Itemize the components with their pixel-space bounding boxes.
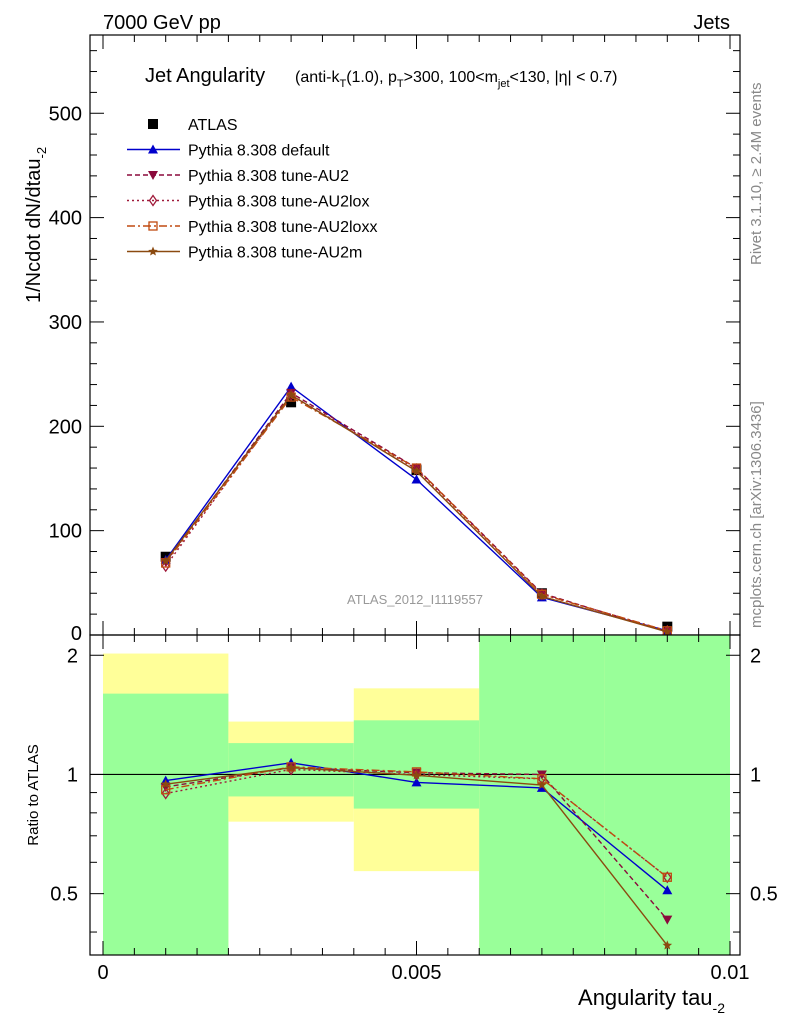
- legend: ATLAS Pythia 8.308 default Pythia 8.308 tu…: [127, 117, 377, 262]
- y-tick-label: 200: [49, 416, 82, 438]
- x-tick-label: 0.01: [711, 962, 750, 984]
- bottom-y-axis-label: Ratio to ATLAS: [25, 744, 42, 845]
- plot-title: Jet Angularity (anti-kT(1.0), pT>300, 10…: [145, 65, 617, 90]
- data-point: [411, 770, 422, 780]
- x-tick-label: 0.005: [391, 962, 441, 984]
- header-left: 7000 GeV pp: [103, 12, 221, 34]
- header-right: Jets: [693, 12, 730, 34]
- top-y-axis-label: 1/Ncdot dN/dtau-2: [23, 147, 49, 303]
- data-point: [148, 144, 158, 154]
- legend-label: Pythia 8.308 default: [188, 143, 330, 160]
- y-tick-label: 500: [49, 103, 82, 125]
- mcplots-label: mcplots.cern.ch [arXiv:1306.3436]: [748, 401, 765, 628]
- y-tick-label: 400: [49, 208, 82, 230]
- legend-label: Pythia 8.308 tune-AU2lox: [188, 194, 369, 211]
- data-point: [411, 777, 422, 787]
- data-point: [411, 474, 422, 484]
- data-point: [411, 466, 422, 476]
- ratio-plot: 0.5 0.5 1 1 2 2 0 0.005 0.01: [50, 634, 778, 984]
- ratio-y-tick-label: 0.5: [50, 884, 78, 906]
- svg-text:1/Ncdot dN/dtau-2: 1/Ncdot dN/dtau-2: [23, 147, 49, 303]
- series-line: [165, 394, 668, 632]
- data-point: [148, 246, 158, 256]
- data-point: [537, 780, 547, 790]
- uncertainty-band-inner: [353, 720, 480, 809]
- svg-text:Jet Angularity: Jet Angularity: [145, 65, 265, 87]
- legend-label: ATLAS: [188, 117, 238, 134]
- data-point: [148, 171, 158, 180]
- data-point: [148, 119, 158, 129]
- ratio-y-tick-label: 2: [67, 645, 78, 667]
- legend-label: Pythia 8.308 tune-AU2loxx: [188, 219, 377, 236]
- y-tick-label: 100: [49, 521, 82, 543]
- data-point: [537, 588, 547, 601]
- uncertainty-band-inner: [479, 635, 605, 955]
- legend-label: Pythia 8.308 tune-AU2: [188, 168, 349, 185]
- data-point: [537, 591, 547, 601]
- uncertainty-band-inner: [604, 635, 730, 955]
- top-plot: 100 200 300 400 500 0: [49, 34, 741, 645]
- data-point: [148, 221, 158, 231]
- data-point: [662, 915, 673, 925]
- ratio-y-tick-label: 1: [67, 764, 78, 786]
- data-point: [536, 782, 547, 792]
- data-point: [160, 779, 171, 789]
- ratio-y-tick-label: 2: [750, 645, 761, 667]
- data-point: [662, 885, 673, 895]
- data-point: [662, 872, 672, 882]
- data-point: [286, 397, 297, 408]
- data-point: [662, 940, 673, 950]
- data-point: [286, 390, 296, 399]
- y-tick-label: 300: [49, 312, 82, 334]
- data-point: [160, 555, 171, 565]
- ratio-y-tick-label: 0.5: [750, 884, 778, 906]
- data-point: [286, 381, 297, 391]
- analysis-watermark: ATLAS_2012_I1119557: [347, 592, 483, 607]
- data-point: [286, 762, 296, 772]
- data-point: [161, 787, 170, 800]
- ratio-series-line: [165, 768, 668, 878]
- svg-text:(anti-kT(1.0), pT>300, 100<mje: (anti-kT(1.0), pT>300, 100<mjet<130, |η|…: [295, 69, 617, 90]
- x-tick-label: 0: [97, 962, 108, 984]
- svg-text:Angularity tau-2: Angularity tau-2: [578, 985, 725, 1016]
- data-point: [148, 194, 158, 207]
- data-point: [662, 626, 673, 636]
- data-point: [412, 462, 421, 476]
- legend-label: Pythia 8.308 tune-AU2m: [188, 245, 362, 262]
- rivet-label: Rivet 3.1.10, ≥ 2.4M events: [748, 83, 765, 266]
- ratio-y-tick-label: 1: [750, 764, 761, 786]
- data-point: [412, 768, 421, 781]
- ratio-frame: [89, 634, 741, 956]
- x-axis-label: Angularity tau-2: [578, 985, 725, 1016]
- y-tick-label: 0: [71, 623, 82, 645]
- uncertainty-band-inner: [103, 693, 229, 955]
